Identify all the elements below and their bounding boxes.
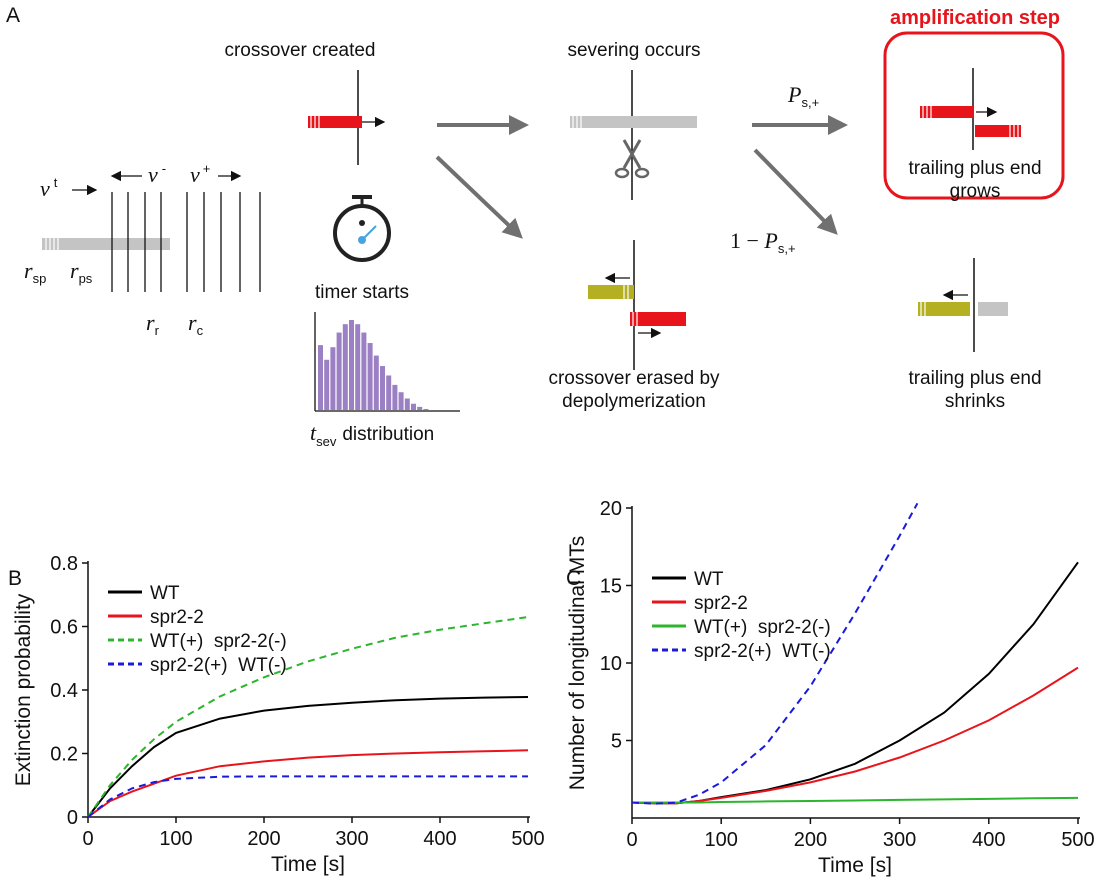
histogram-label: tsev distribution (310, 420, 434, 449)
histogram-bar (324, 359, 330, 410)
y-tick-label: 15 (600, 576, 622, 598)
step-label: crossover erased by (548, 368, 720, 389)
legend-label: spr2-2 (150, 607, 204, 628)
series-line (631, 502, 919, 805)
series-line (87, 616, 529, 818)
grows-icon (920, 68, 1021, 150)
legend-label: spr2-2(+) WT(-) (694, 641, 831, 662)
y-tick-label: 20 (600, 498, 622, 520)
legend-label: spr2-2(+) WT(-) (150, 655, 287, 676)
v-minus: v- (148, 161, 166, 187)
probability: 1 − Ps,+ (730, 228, 796, 256)
step-label: severing occurs (567, 40, 700, 61)
histogram-bar (330, 347, 336, 410)
x-axis-label: Time [s] (818, 854, 892, 877)
series-line (631, 666, 1079, 805)
crossover-icon (308, 70, 386, 165)
histogram-bar (361, 332, 367, 410)
x-tick-label: 500 (511, 828, 544, 850)
timer-label: timer starts (315, 282, 409, 303)
x-tick-label: 100 (159, 828, 192, 850)
shrinks-icon (918, 258, 1008, 352)
legend-label: WT(+) spr2-2(-) (150, 631, 287, 652)
y-tick-label: 0.2 (50, 744, 78, 766)
histogram-bar (423, 408, 429, 410)
x-tick-label: 500 (1061, 829, 1094, 851)
y-tick-label: 5 (611, 731, 622, 753)
severing-icon (570, 70, 697, 200)
histogram-bar (318, 345, 323, 410)
x-tick-label: 400 (423, 828, 456, 850)
x-tick-label: 200 (247, 828, 280, 850)
x-tick-label: 300 (883, 829, 916, 851)
r-ps: rps (70, 258, 93, 286)
r-r: rr (146, 310, 160, 338)
y-tick-label: 0 (67, 807, 78, 829)
step-label: trailing plus end (908, 368, 1041, 389)
x-tick-label: 400 (972, 829, 1005, 851)
step-label: grows (950, 181, 1001, 202)
histogram-bar (417, 406, 423, 410)
series-line (87, 749, 529, 818)
y-axis-label: Extinction probability (12, 593, 35, 786)
histogram-bar (398, 392, 404, 410)
v-plus: v + (190, 161, 210, 187)
histogram-bar (380, 366, 385, 410)
probability: Ps,+ (787, 82, 819, 110)
panel-label: B (8, 567, 22, 590)
timer-icon (333, 195, 391, 262)
step-label: crossover created (224, 40, 375, 61)
histogram (314, 312, 460, 412)
series-line (87, 696, 529, 818)
histogram-bar (404, 398, 410, 410)
series-line (632, 796, 1079, 804)
histogram-bar (342, 324, 348, 410)
legend-label: spr2-2 (694, 593, 748, 614)
histogram-bar (355, 324, 361, 410)
histogram-bar (367, 343, 373, 410)
y-tick-label: 0.6 (50, 617, 78, 639)
erased-icon (588, 240, 686, 370)
flow-arrows (435, 115, 848, 239)
series-line (87, 775, 528, 818)
legend-label: WT(+) spr2-2(-) (694, 617, 831, 638)
histogram-bar (336, 332, 342, 410)
x-tick-label: 300 (335, 828, 368, 850)
panel-label: A (6, 4, 20, 27)
x-tick-label: 0 (626, 829, 637, 851)
y-axis-label: Number of longitudinal MTs (566, 536, 589, 790)
step-label: trailing plus end (908, 158, 1041, 179)
step-label: depolymerization (562, 391, 706, 412)
x-axis-label: Time [s] (271, 853, 345, 876)
histogram-bar (349, 320, 354, 410)
x-tick-label: 100 (705, 829, 738, 851)
r-c: rc (188, 310, 204, 338)
legend-label: WT (150, 583, 180, 604)
y-tick-label: 0.4 (50, 680, 78, 702)
legend-label: WT (694, 569, 724, 590)
y-tick-label: 0.8 (50, 553, 78, 575)
x-tick-label: 0 (82, 828, 93, 850)
highlight-box (883, 31, 1065, 200)
histogram-bar (411, 403, 416, 410)
x-tick-label: 200 (794, 829, 827, 851)
histogram-bar (373, 355, 379, 410)
r-sp: rsp (24, 258, 46, 286)
histogram-bar (392, 384, 398, 410)
highlight-title: amplification step (890, 7, 1060, 29)
histogram-bar (386, 375, 392, 410)
step-label: shrinks (945, 391, 1005, 412)
panel-label: C (566, 567, 581, 590)
y-tick-label: 10 (600, 653, 622, 675)
